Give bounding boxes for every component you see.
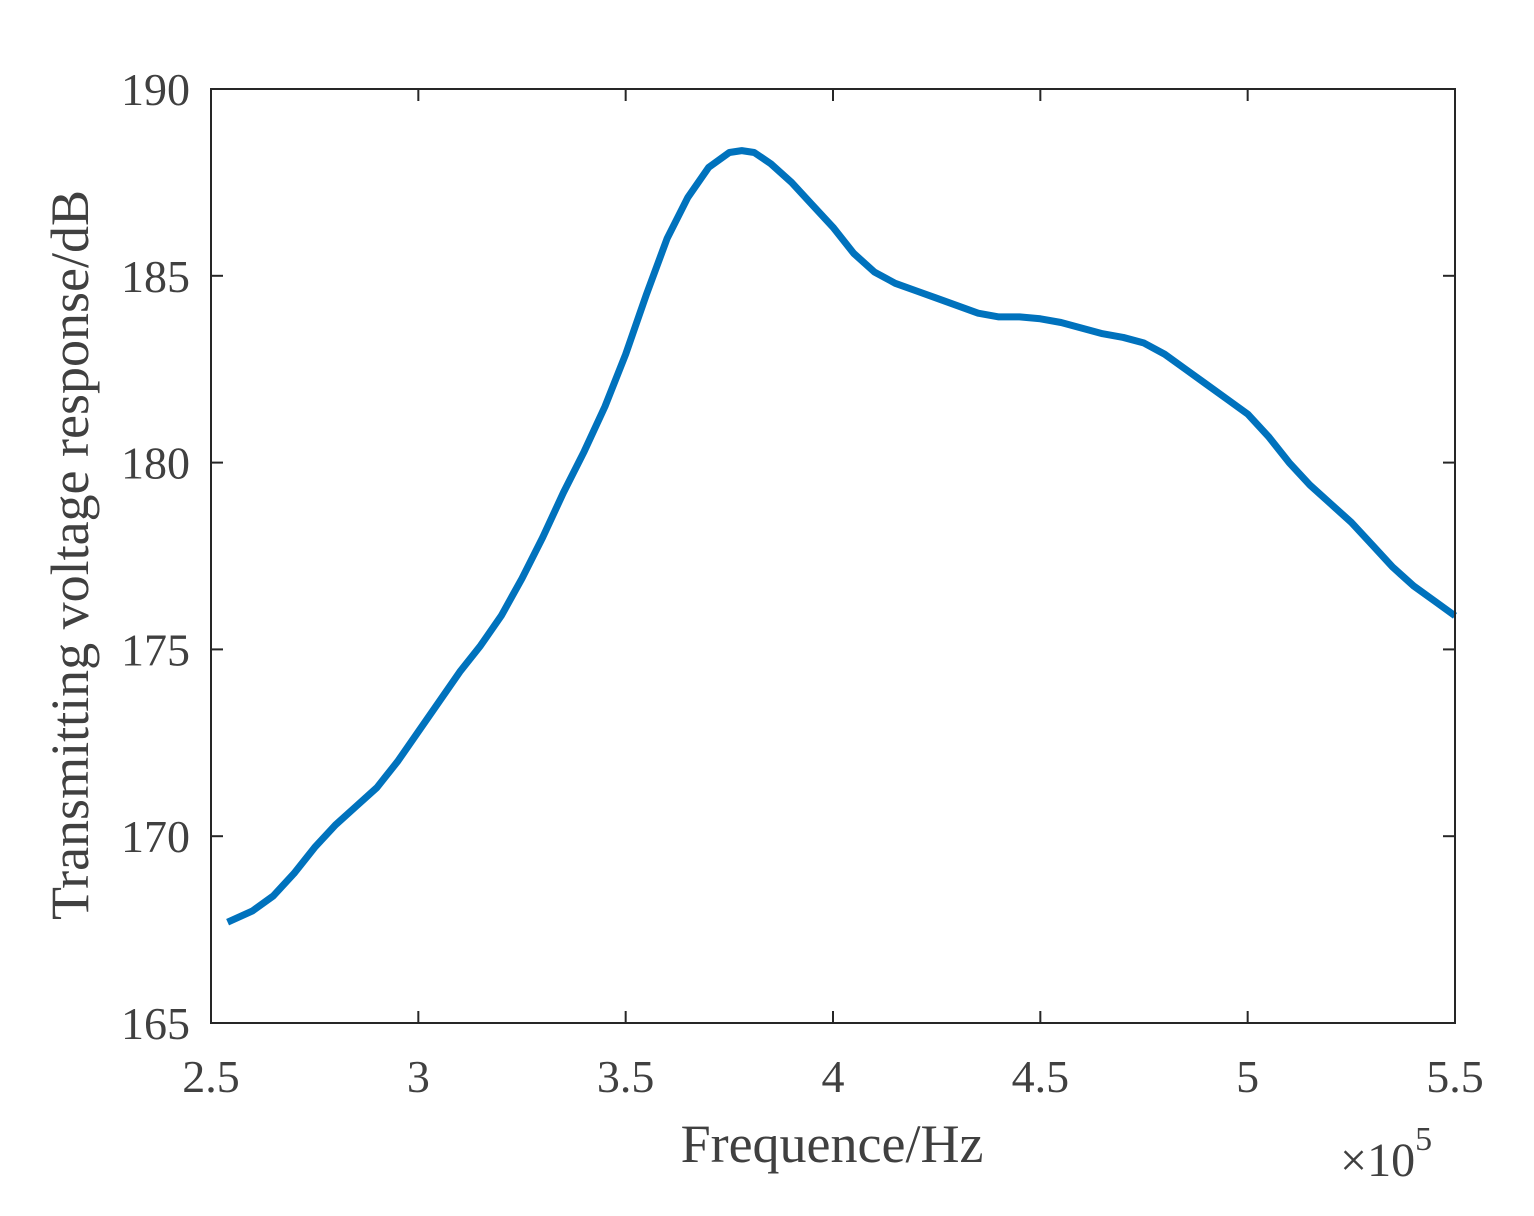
- y-axis-label: Transmitting voltage response/dB: [40, 190, 100, 920]
- x-tick-label: 2.5: [182, 1051, 240, 1102]
- plot-area: 2.5 3 3.5 4 4.5 5 5.5 165 170 175 180 185 190: [121, 64, 1484, 1102]
- x-axis-exponent-base: ×10: [1340, 1134, 1415, 1187]
- y-tick-label: 190: [121, 64, 190, 115]
- y-tick-label: 170: [121, 811, 190, 862]
- y-tick-label: 185: [121, 251, 190, 302]
- x-axis-exponent-label: ×105: [1340, 1121, 1432, 1187]
- y-tick-label: 165: [121, 998, 190, 1049]
- x-tick-label: 5: [1236, 1051, 1259, 1102]
- x-axis-exponent-power: 5: [1415, 1121, 1432, 1158]
- x-tick-label: 4.5: [1012, 1051, 1070, 1102]
- x-tick-label: 3: [407, 1051, 430, 1102]
- x-tick-label: 4: [822, 1051, 845, 1102]
- series-line: [226, 147, 1458, 926]
- y-tick-label: 175: [121, 624, 190, 675]
- x-tick-label: 5.5: [1426, 1051, 1484, 1102]
- x-tick-label: 3.5: [597, 1051, 655, 1102]
- y-tick-label: 180: [121, 438, 190, 489]
- x-axis-label: Frequence/Hz: [681, 1114, 984, 1174]
